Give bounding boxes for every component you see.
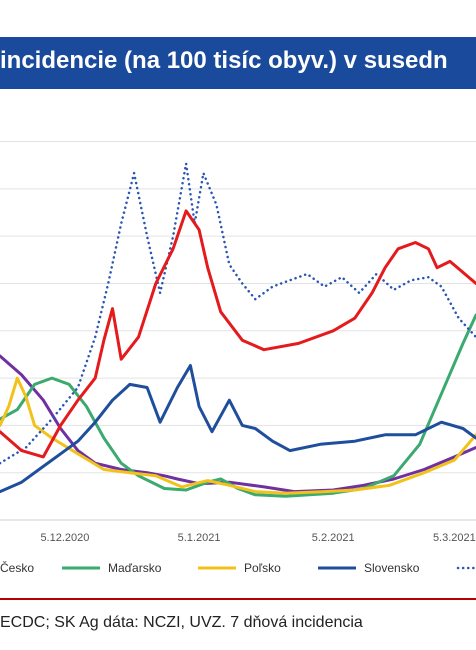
x-tick-label: 5.1.2021 [178,532,221,544]
series-line-polsko [0,376,476,495]
x-tick-label: 5.3.2021 [433,532,476,544]
series-line-cesko [0,354,476,494]
series-lines [0,162,476,498]
source-note: ECDC; SK Ag dáta: NCZI, UVZ. 7 dňová inc… [0,614,363,631]
legend-label: Maďarsko [108,561,162,575]
line-chart: 5.12.2020 5.1.2021 5.2.2021 5.3.2021 Česko M… [0,141,476,575]
series-line-dotted-2a55b5 [0,162,476,465]
x-axis-ticks: 5.12.2020 5.1.2021 5.2.2021 5.3.2021 [40,532,475,544]
bottom-divider [0,598,476,600]
x-tick-label: 5.2.2021 [312,532,355,544]
x-tick-label: 5.12.2020 [40,532,89,544]
title-bar: incidencie (na 100 tisíc obyv.) v susedn [0,37,476,89]
gridlines [0,141,476,521]
series-line-madarsko [0,313,476,498]
legend-label: Česko [0,560,34,575]
series-line-solid-e41a1c [0,209,476,459]
series-line-slovensko [0,364,476,494]
chart-title: incidencie (na 100 tisíc obyv.) v susedn [0,47,448,74]
legend: Česko Maďarsko Poľsko Slovensko [0,560,476,575]
legend-label: Poľsko [244,561,281,575]
legend-label: Slovensko [364,561,420,575]
